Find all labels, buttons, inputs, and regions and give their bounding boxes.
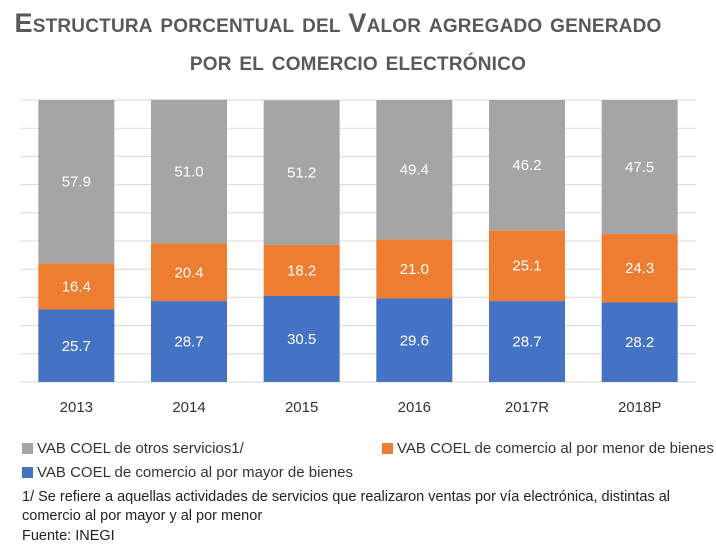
x-tick-label: 2015 [285,399,318,416]
data-label: 47.5 [625,159,654,176]
bar-segment [151,301,227,382]
bar-segment [601,233,678,303]
data-label: 25.7 [62,338,91,355]
footnote-line1: 1/ Se refiere a aquellas actividades de … [22,489,671,505]
data-label: 25.1 [512,258,541,275]
bar-segment [376,298,453,382]
bar-segment [38,309,115,382]
bar-segment [151,99,227,244]
bar-segment [151,243,227,302]
data-label: 24.3 [625,260,654,277]
x-tick-label: 2014 [172,399,205,416]
bar-segment [489,100,565,231]
x-tick-label: 2016 [398,399,431,416]
data-label: 28.7 [174,334,203,351]
legend-item-menor: VAB COEL de comercio al por menor de bie… [382,440,714,457]
bar-segment [376,239,453,299]
bar-segment [376,100,453,240]
data-label: 57.9 [62,174,91,191]
bar-segment [38,100,115,264]
bar-segment [38,263,115,310]
bar-segment [601,302,678,382]
legend-label-menor: VAB COEL de comercio al por menor de bie… [397,440,714,457]
x-tick-label: 2017R [505,399,549,416]
footnote-source: Fuente: INEGI [22,528,115,544]
bar-segment [263,100,340,245]
data-label: 46.2 [512,157,541,174]
data-label: 18.2 [287,262,316,279]
legend-label-mayor: VAB COEL de comercio al por mayor de bie… [37,464,353,481]
data-label: 51.0 [174,164,203,181]
chart-title-line2: por el comercio electrónico [189,46,527,76]
bar-segment [489,230,565,302]
bar-segment [601,100,678,234]
legend-item-otros: VAB COEL de otros servicios1/ [22,440,244,457]
x-tick-label: 2018P [618,399,661,416]
data-label: 28.7 [512,334,541,351]
legend-item-mayor: VAB COEL de comercio al por mayor de bie… [22,464,353,481]
data-label: 29.6 [400,332,429,349]
bar-segment [263,244,340,296]
data-label: 16.4 [62,278,91,295]
legend-swatch-otros [22,443,33,454]
legend-swatch-menor [382,443,393,454]
bar-segment [263,295,340,382]
data-label: 30.5 [287,331,316,348]
bar-segment [489,301,565,382]
data-label: 28.2 [625,334,654,351]
chart-title-line1: Estructura porcentual del Valor agregado… [14,8,662,38]
legend-label-otros: VAB COEL de otros servicios1/ [37,440,244,457]
legend-swatch-mayor [22,467,33,478]
data-label: 20.4 [174,264,203,281]
data-label: 21.0 [400,261,429,278]
x-tick-label: 2013 [60,399,93,416]
data-label: 51.2 [287,164,316,181]
footnote-line2: comercio al por mayor y al por menor [22,508,263,524]
data-label: 49.4 [400,162,429,179]
